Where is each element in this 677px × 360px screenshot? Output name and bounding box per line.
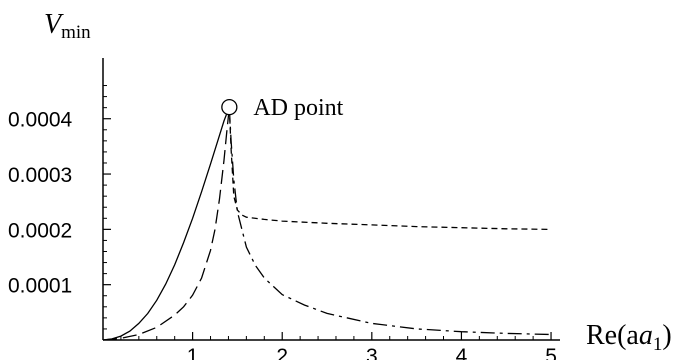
y-axis-title-base: V <box>44 9 64 40</box>
x-tick-label: 4 <box>456 345 468 360</box>
x-ticks: 1 2 3 4 5 <box>120 332 557 360</box>
ad-point-label: AD point <box>253 95 343 121</box>
x-tick-label: 1 <box>187 345 199 360</box>
x-axis-title-base: Re(a <box>586 320 639 351</box>
x-axis-title-sub: 1 <box>653 334 663 355</box>
y-tick-label: 0.0001 <box>8 275 72 298</box>
annotations: AD point <box>221 95 344 121</box>
y-axis-title: Vmin <box>44 9 91 43</box>
y-axis-title-sub: min <box>61 22 91 43</box>
y-tick-label: 0.0004 <box>8 109 73 132</box>
ad-point-marker <box>221 98 238 116</box>
y-ticks: 0.0001 0.0002 0.0003 0.0004 <box>8 85 111 330</box>
series-line-dash-dot <box>228 107 552 336</box>
series-line-dotted <box>228 107 552 231</box>
axes <box>102 58 560 341</box>
x-axis-title-close: ) <box>662 320 671 351</box>
x-axis-title: Re(aa1) <box>586 320 672 355</box>
x-tick-label: 3 <box>366 345 378 360</box>
x-tick-label: 5 <box>545 345 557 360</box>
y-tick-label: 0.0003 <box>8 164 72 187</box>
y-tick-label: 0.0002 <box>8 219 72 242</box>
series <box>102 106 552 341</box>
series-line-dashed <box>102 107 230 341</box>
series-line-solid <box>102 106 230 341</box>
x-tick-label: 2 <box>276 345 288 360</box>
